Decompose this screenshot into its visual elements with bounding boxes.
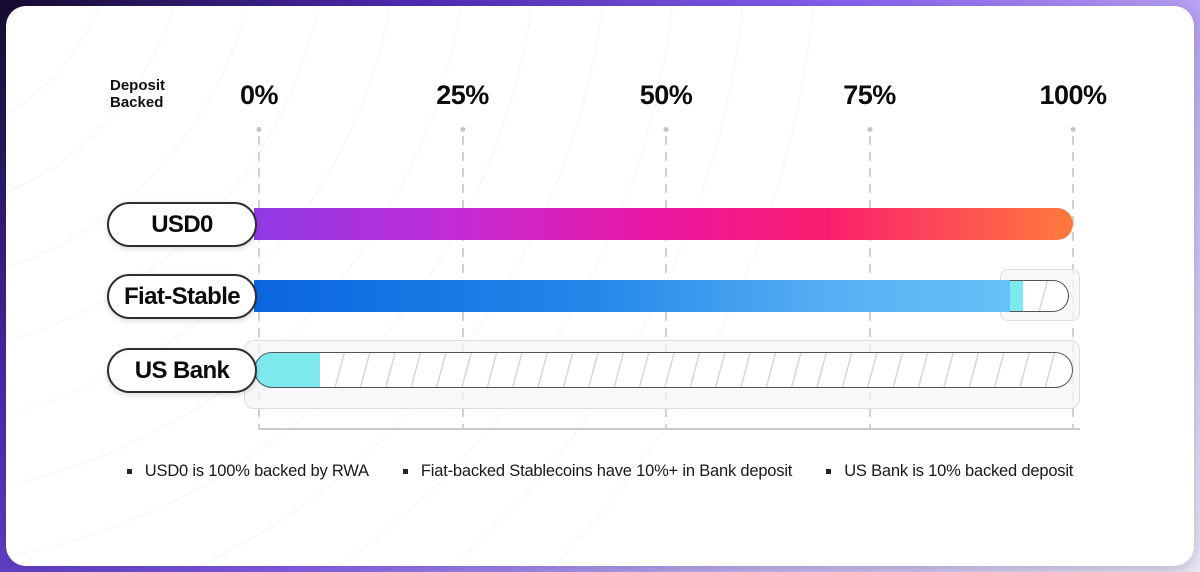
bar-row-us-bank [6,352,1194,388]
tick-label-75: 75% [843,80,896,110]
us-bank-remainder-hatched-segment [320,352,1073,388]
fiat-capsule-outline [1009,280,1069,312]
decorative-arc [6,6,468,498]
legend-item-us-bank: US Bank is 10% backed deposit [826,462,1073,481]
bar-label-pill-usd0: USD0 [107,202,257,247]
decorative-arc [6,6,118,148]
legend-item-usd0: USD0 is 100% backed by RWA [126,462,369,481]
us-bank-capsule-outline [254,352,1073,388]
legend-text: US Bank is 10% backed deposit [844,462,1074,480]
legend: USD0 is 100% backed by RWA Fiat-backed S… [6,462,1194,481]
tick-label-25: 25% [436,80,489,110]
square-bullet-icon [402,469,408,474]
bar-row-usd0 [6,208,1194,240]
square-bullet-icon [126,469,132,474]
decorative-arc [6,6,188,218]
legend-text: USD0 is 100% backed by RWA [144,462,369,480]
tick-label-100: 100% [1039,80,1107,110]
tick-label-0: 0% [239,80,279,110]
bar-label-pill-us-bank: US Bank [107,348,257,393]
axis-title: Deposit Backed [110,77,166,111]
usd0-rwa-backed-bar [254,208,1073,240]
bar-label-pill-fiat-stable: Fiat-Stable [107,274,257,319]
square-bullet-icon [826,469,832,474]
chart-card: Deposit Backed 0% 25% 50% 75% 100% [6,6,1194,566]
decorative-arc [6,6,48,78]
axis-baseline [259,428,1080,430]
tick-label-50: 50% [639,80,693,110]
legend-item-fiat: Fiat-backed Stablecoins have 10%+ in Ban… [402,462,793,481]
bar-row-fiat-stable [6,280,1194,312]
fiat-backed-bar [254,280,1010,312]
legend-text: Fiat-backed Stablecoins have 10%+ in Ban… [420,462,793,480]
